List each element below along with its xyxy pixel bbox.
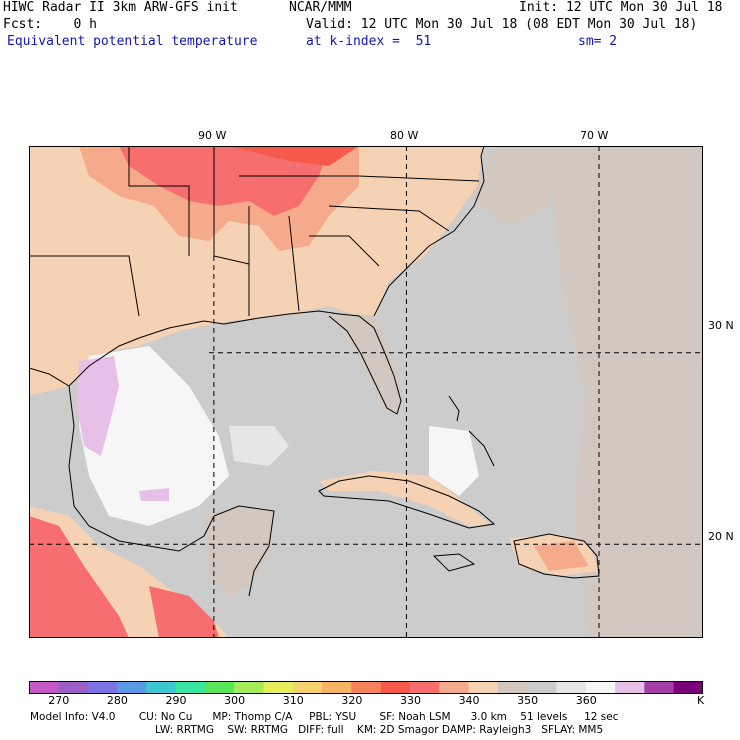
colorbar-swatch bbox=[146, 681, 177, 694]
mexico-hot-region bbox=[29, 516, 129, 638]
colorbar-swatch bbox=[556, 681, 587, 694]
state-border-7 bbox=[239, 175, 480, 182]
colorbar-swatch bbox=[351, 681, 382, 694]
colorbar-label: 310 bbox=[282, 694, 304, 707]
jamaica-coast bbox=[432, 553, 476, 572]
yucatan-coast bbox=[213, 505, 275, 597]
colorbar-swatch bbox=[497, 681, 528, 694]
colorbar-swatch bbox=[585, 681, 616, 694]
model-title: HIWC Radar II 3km ARW-GFS init bbox=[3, 0, 238, 15]
colorbar-swatch bbox=[87, 681, 118, 694]
colorbar-label: 300 bbox=[224, 694, 246, 707]
colorbar-swatch bbox=[175, 681, 206, 694]
state-border-1 bbox=[128, 146, 190, 256]
lat-label-30n: 30 N bbox=[708, 319, 734, 332]
colorbar-label: 290 bbox=[165, 694, 187, 707]
hot-core-peak bbox=[229, 146, 359, 166]
cuba-coast bbox=[318, 475, 496, 529]
bahamas-coast-1 bbox=[448, 395, 460, 422]
colorbar-label: 360 bbox=[575, 694, 597, 707]
level-index: at k-index = 51 bbox=[306, 34, 432, 49]
colorbar-label: 350 bbox=[517, 694, 539, 707]
state-border-4 bbox=[288, 215, 300, 312]
atlantic-warm-region bbox=[549, 146, 703, 638]
field-name: Equivalent potential temperature bbox=[7, 34, 258, 49]
colorbar-swatch bbox=[263, 681, 294, 694]
colorbar-swatch bbox=[204, 681, 235, 694]
lat-lon-grid bbox=[29, 146, 703, 638]
state-border-6 bbox=[309, 235, 380, 267]
model-info-line2: LW: RRTMG SW: RRTMG DIFF: full KM: 2D Sm… bbox=[155, 724, 604, 736]
hispaniola-coast bbox=[513, 533, 600, 579]
colorbar-swatch bbox=[615, 681, 645, 694]
coastlines bbox=[29, 146, 600, 597]
valid-time: Valid: 12 UTC Mon 30 Jul 18 (08 EDT Mon … bbox=[306, 17, 698, 32]
smoothing: sm= 2 bbox=[578, 34, 618, 49]
mexico-east-coast bbox=[68, 385, 215, 552]
state-border-8 bbox=[328, 205, 450, 232]
model-info-line1: Model Info: V4.0 CU: No Cu MP: Thomp C/A… bbox=[30, 711, 619, 723]
colorbar-swatch bbox=[644, 681, 675, 694]
state-border-5 bbox=[29, 255, 140, 317]
colorbar-label: 270 bbox=[48, 694, 70, 707]
hot-core-inner bbox=[119, 146, 329, 216]
atlantic-coastline bbox=[373, 146, 485, 317]
central-america-hot bbox=[149, 586, 219, 638]
colorbar-label: 320 bbox=[341, 694, 363, 707]
theta-e-map bbox=[29, 146, 703, 638]
colorbar-swatch bbox=[468, 681, 499, 694]
forecast-hour: Fcst: 0 h bbox=[3, 17, 97, 32]
hispaniola-warm bbox=[534, 541, 589, 571]
colorbar-label: 280 bbox=[106, 694, 128, 707]
colorbar-swatch bbox=[116, 681, 147, 694]
colorbar-swatch bbox=[380, 681, 411, 694]
central-gulf-pale bbox=[229, 426, 289, 466]
colorbar-swatch bbox=[58, 681, 89, 694]
yucatan-region bbox=[204, 506, 274, 596]
colorbar-swatch bbox=[29, 681, 59, 694]
lon-label-70w: 70 W bbox=[580, 129, 609, 142]
colorbar-unit: K bbox=[697, 694, 705, 707]
colorbar-swatch bbox=[234, 681, 264, 694]
colorbar-label: 340 bbox=[458, 694, 480, 707]
colorbar-swatch bbox=[322, 681, 352, 694]
cuba-region bbox=[319, 471, 489, 526]
colorbar-frame bbox=[29, 681, 703, 694]
atlantic-coastal-region bbox=[469, 146, 559, 226]
gulf-coastline bbox=[29, 310, 402, 415]
colorbar-label: 330 bbox=[399, 694, 421, 707]
colorbar-swatch bbox=[409, 681, 440, 694]
init-time: Init: 12 UTC Mon 30 Jul 18 bbox=[519, 0, 723, 15]
gulf-lavender-patch bbox=[139, 488, 169, 501]
lon-label-80w: 80 W bbox=[390, 129, 419, 142]
colorbar-swatch bbox=[292, 681, 323, 694]
bahamas-pale bbox=[429, 426, 479, 496]
map-frame bbox=[29, 146, 703, 638]
colorbar-swatch bbox=[439, 681, 470, 694]
bahamas-coast-2 bbox=[468, 430, 495, 467]
lat-label-20n: 20 N bbox=[708, 530, 734, 543]
organization: NCAR/MMM bbox=[289, 0, 352, 15]
colorbar-swatch bbox=[673, 681, 703, 694]
lon-label-90w: 90 W bbox=[198, 129, 227, 142]
color-scale-bar bbox=[29, 681, 703, 694]
western-gulf-lavender bbox=[77, 356, 119, 456]
colorbar-swatch bbox=[527, 681, 557, 694]
